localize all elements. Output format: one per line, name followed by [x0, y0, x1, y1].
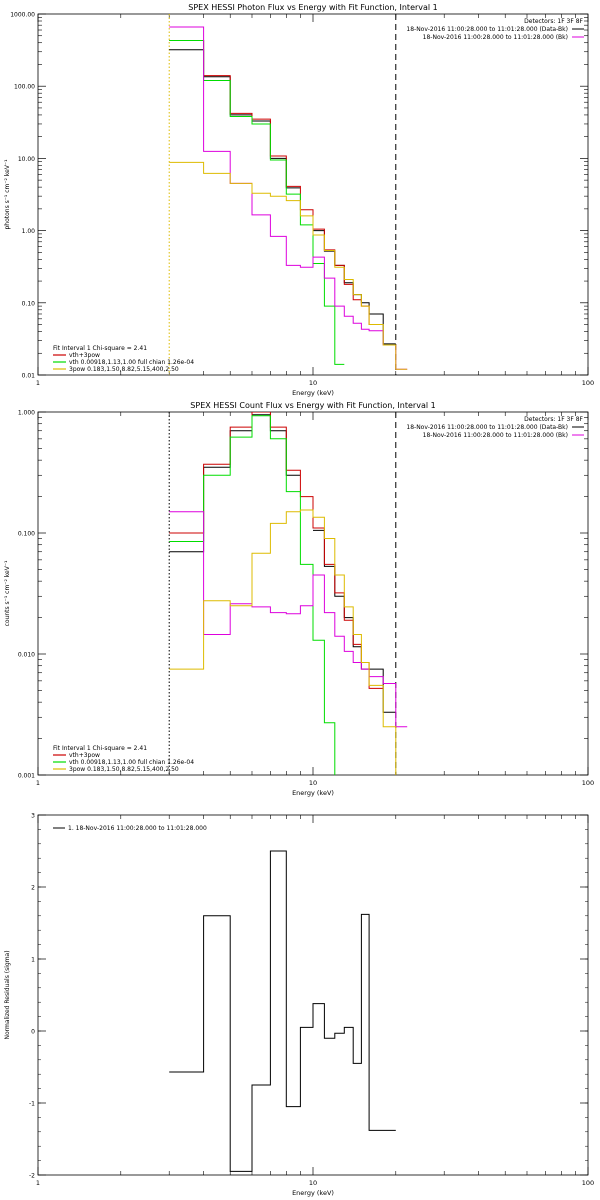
x-tick-label: 100	[582, 1179, 594, 1187]
x-tick-label: 10	[309, 379, 317, 387]
x-tick-label: 1	[36, 779, 40, 787]
series-step-line-2	[169, 412, 384, 689]
time-interval-label: 18-Nov-2016 11:00:28.000 to 11:01:28.000…	[423, 432, 568, 439]
x-tick-label: 1	[36, 1179, 40, 1187]
legend-item-label: 3pow 0.183,1.50,8.82,5.15,400,2.50	[69, 766, 179, 773]
x-tick-label: 10	[309, 779, 317, 787]
y-tick-label: 0.001	[18, 773, 35, 780]
fit-legend-header: Fit Interval 1 Chi-square = 2.41	[53, 745, 147, 752]
x-tick-label: 10	[309, 1179, 317, 1187]
x-axis-label: Energy (keV)	[292, 1189, 334, 1197]
series-step-line-4	[169, 26, 408, 370]
series-group	[169, 412, 408, 775]
time-interval-label: 18-Nov-2016 11:00:28.000 to 11:01:28.000…	[423, 34, 568, 41]
legend-item-label: vth 0.00918,1.13,1.00 full chian 1.26e-0…	[69, 759, 194, 766]
x-tick-label: 100	[582, 379, 594, 387]
y-tick-label: 0	[31, 1029, 35, 1036]
y-tick-label: 1.000	[18, 410, 35, 417]
series-step-line-4	[169, 511, 408, 728]
chart-panel-3: 1 10 100 Energy (keV) -2 -1 0 1 2 3 Normalized Res…	[4, 813, 594, 1198]
y-axis-label: Normalized Residuals (sigma)	[4, 950, 11, 1039]
detectors-label: Detectors: 1F 3F 8F	[524, 18, 583, 25]
x-tick-label: 100	[582, 779, 594, 787]
legend-item-label: vth+3pow	[69, 752, 100, 759]
y-tick-label: 100.00	[14, 84, 35, 91]
legend-item-label: vth 0.00918,1.13,1.00 full chian 1.26e-0…	[69, 359, 194, 366]
detectors-label: Detectors: 1F 3F 8F	[524, 416, 583, 423]
y-tick-label: 0.100	[18, 531, 35, 538]
series-group	[169, 26, 408, 370]
time-interval-label: 18-Nov-2016 11:00:28.000 to 11:01:28.000…	[406, 424, 568, 431]
series-step-line-3	[169, 415, 336, 775]
x-axis-label: Energy (keV)	[292, 389, 334, 397]
y-tick-label: 3	[31, 813, 35, 820]
plot-frame	[37, 13, 589, 376]
time-interval-label: 18-Nov-2016 11:00:28.000 to 11:01:28.000…	[406, 26, 568, 33]
series-step-line-2	[169, 40, 384, 325]
series-step-line-3	[169, 40, 345, 365]
y-tick-label: 2	[31, 885, 35, 892]
y-tick-label: 1000.00	[10, 12, 35, 19]
y-axis-label: photons s⁻¹ cm⁻² keV⁻¹	[4, 159, 11, 230]
plot-frame	[37, 814, 589, 1176]
fit-legend-header: Fit Interval 1 Chi-square = 2.41	[53, 345, 147, 352]
y-tick-label: 1	[31, 957, 35, 964]
series-step-line-1	[169, 850, 396, 1172]
legend-item-label: vth+3pow	[69, 352, 100, 359]
series-group	[169, 850, 396, 1172]
legend-item-label: 1. 18-Nov-2016 11:00:28.000 to 11:01:28.…	[68, 825, 207, 832]
y-tick-label: 0.01	[22, 373, 36, 380]
chart-panel-2: SPEX HESSI Count Flux vs Energy with Fit…	[4, 401, 594, 797]
y-tick-label: -2	[29, 1173, 35, 1180]
x-axis-label: Energy (keV)	[292, 789, 334, 797]
chart-title: SPEX HESSI Count Flux vs Energy with Fit…	[190, 401, 435, 410]
series-step-line-5	[169, 161, 408, 370]
chart-title: SPEX HESSI Photon Flux vs Energy with Fi…	[188, 3, 438, 12]
y-tick-label: 1.00	[22, 228, 36, 235]
y-tick-label: 10.00	[18, 156, 35, 163]
x-tick-label: 1	[36, 379, 40, 387]
y-tick-label: 0.010	[18, 652, 35, 659]
y-tick-label: -1	[29, 1101, 35, 1108]
chart-panel-1: SPEX HESSI Photon Flux vs Energy with Fi…	[4, 3, 594, 397]
y-tick-label: 0.10	[22, 300, 36, 307]
y-axis-label: counts s⁻¹ cm⁻² keV⁻¹	[4, 560, 11, 626]
series-step-line-5	[169, 509, 397, 775]
legend-item-label: 3pow 0.183,1.50,8.82,5.15,400,2.50	[69, 366, 179, 373]
